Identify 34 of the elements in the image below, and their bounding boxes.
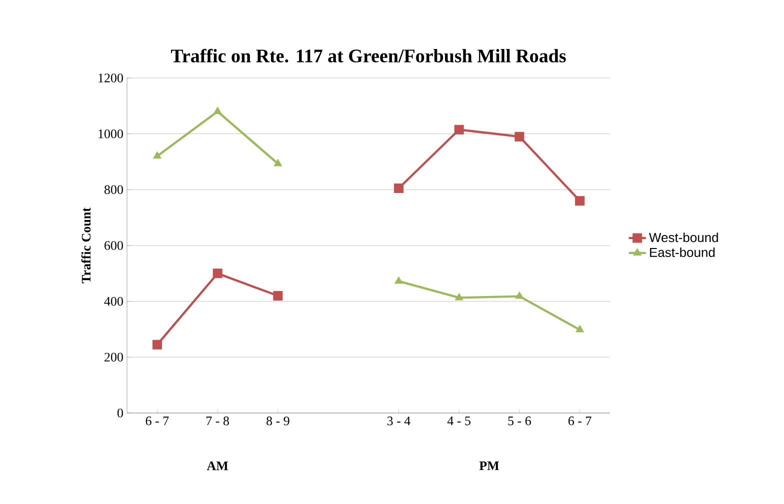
text: AM [206,462,228,470]
y-tick-label: 1000 [98,129,123,138]
y-tick-label: 0 [117,408,123,418]
point [394,276,403,284]
x-tick-label: 4 - 5 [447,416,470,426]
point [514,132,524,142]
point [274,158,282,166]
point [576,325,584,332]
point [273,291,283,300]
y-axis-title: Traffic Count [81,208,91,284]
point [515,292,524,299]
x-tick-label: 3 - 4 [387,416,410,426]
x-tick-label: 6 - 7 [568,416,592,426]
point [454,292,464,300]
y-tick-label: 600 [104,241,123,250]
legend-label: East-bound [650,247,715,258]
x-tick-label: 5 - 6 [508,416,531,426]
point [213,106,222,114]
legend-label: West-bound [649,232,718,242]
y-tick-label: 1200 [98,74,123,82]
point [454,124,464,134]
point [152,340,162,350]
point [153,151,162,159]
x-tick-label: 7 - 8 [206,416,229,426]
point [212,268,222,278]
point [575,196,585,206]
point [394,184,404,194]
y-tick-label: 200 [104,352,123,362]
x-tick-label: 6 - 7 [146,416,169,426]
y-tick-label: 800 [104,185,123,194]
text: PM [479,462,499,470]
chart-title: Traffic on Rte. 117 at Green/Forbush Mill Roads [170,48,566,62]
x-tick-label: 8 - 9 [266,416,290,426]
y-tick-label: 400 [104,296,123,306]
